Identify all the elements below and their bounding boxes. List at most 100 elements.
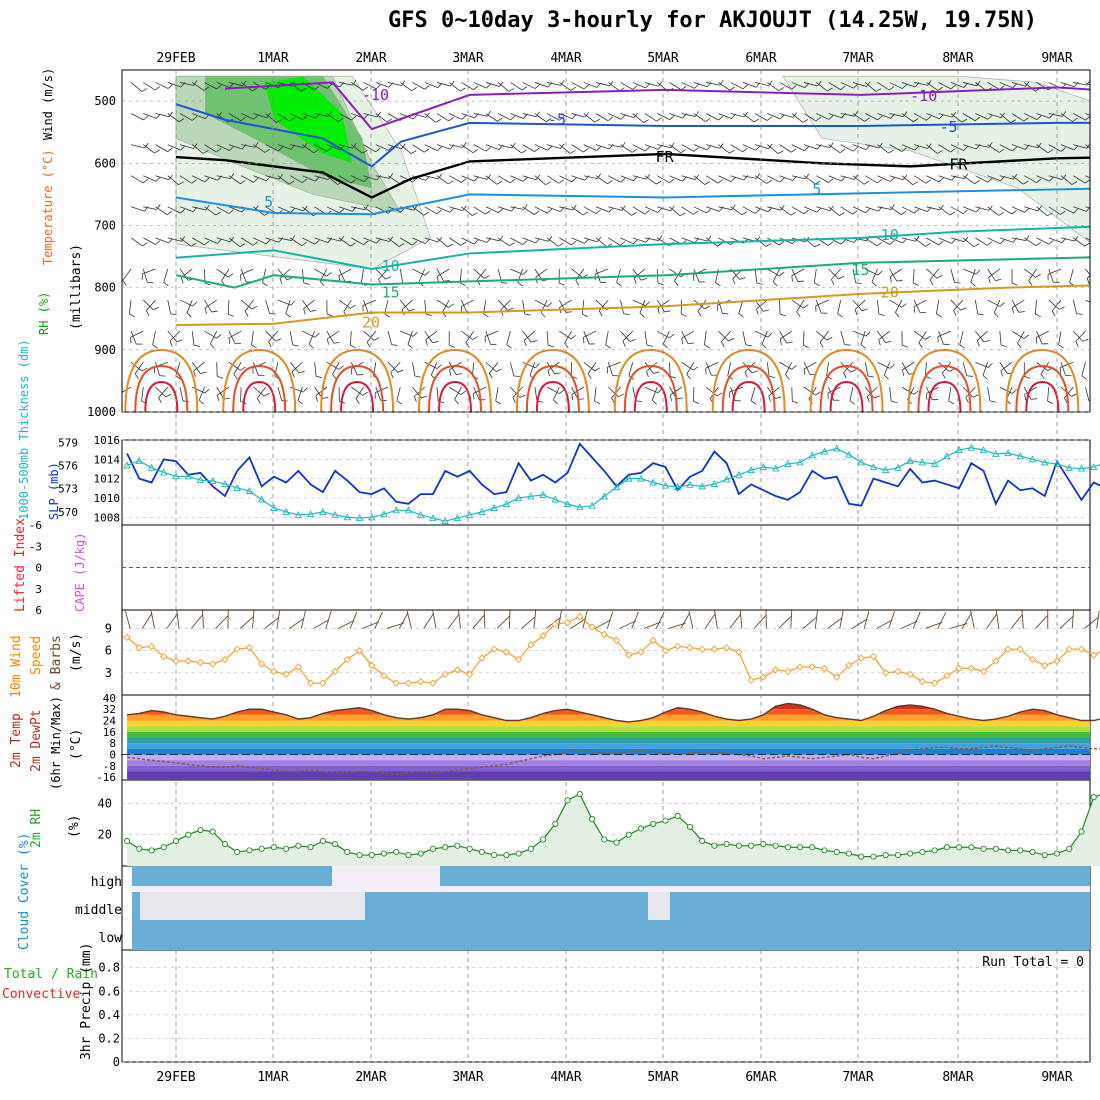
2m-rh-point	[307, 844, 314, 851]
cs-wind-barb	[143, 175, 157, 182]
isotherm-FR	[175, 152, 1090, 199]
cs-wind-barb	[987, 206, 999, 216]
cs-wind-barb-flag	[547, 208, 553, 214]
cs-wind-barb-flag	[425, 313, 432, 317]
temp-band	[127, 737, 1090, 744]
cs-wind-barb	[338, 299, 351, 309]
cs-wind-barb	[815, 299, 822, 314]
cs-wind-barb	[244, 299, 254, 312]
cs-wind-barb	[742, 175, 757, 179]
cs-wind-barb-flag	[949, 368, 955, 372]
cs-wind-barb	[1085, 206, 1090, 209]
isotherm-5	[175, 187, 1090, 216]
cs-wind-barb	[449, 206, 463, 212]
thickness-point	[257, 495, 266, 503]
2m-rh-point	[258, 845, 265, 852]
cs-wind-barb	[179, 175, 192, 184]
cs-wind-barb-flag	[914, 145, 920, 151]
thickness-point	[820, 447, 829, 455]
cs-wind-barb-flag	[154, 86, 161, 91]
cs-wind-barb	[669, 82, 682, 91]
cs-wind-barb-flag	[291, 371, 295, 378]
cs-wind-barb	[816, 82, 828, 92]
cs-wind-barb-flag	[571, 240, 577, 246]
cs-wind-barb-flag	[927, 143, 932, 149]
cs-wind-barb	[779, 113, 794, 118]
cs-wind-barb-flag	[950, 84, 956, 90]
thickness-point	[343, 513, 352, 521]
cs-wind-barb-flag	[153, 306, 159, 311]
cs-wind-barb	[1072, 299, 1078, 314]
cs-wind-barb	[622, 330, 634, 342]
cs-wind-barb-flag	[583, 148, 589, 153]
cs-wind-barb	[681, 113, 696, 117]
cs-wind-barb	[1048, 268, 1054, 283]
cs-wind-barb	[363, 237, 377, 244]
cs-wind-barb-flag	[655, 180, 662, 185]
cs-wind-barb-flag	[693, 366, 699, 371]
cs-wind-barb-flag	[191, 179, 197, 184]
thickness-point	[698, 482, 706, 490]
thickness-point	[992, 449, 1000, 457]
cs-wind-barb	[718, 144, 730, 154]
cs-wind-barb-flag	[741, 211, 748, 216]
cs-wind-barb-flag	[485, 210, 491, 215]
surface-heat-cell	[731, 380, 766, 412]
cs-wind-barb	[718, 113, 732, 119]
cs-wind-barb	[865, 206, 879, 212]
cs-wind-barb-flag	[999, 302, 1005, 307]
cs-wind-barb-flag	[432, 341, 439, 344]
temp-ylabel-b: 2m DewPt	[29, 709, 44, 772]
cs-wind-barb	[179, 144, 194, 149]
cs-wind-barb	[497, 82, 510, 92]
cs-wind-barb	[192, 113, 206, 120]
thickness-point	[478, 507, 486, 515]
cs-wind-barb	[571, 268, 583, 278]
2m-rh-point	[564, 797, 571, 804]
cs-wind-barb-flag	[669, 333, 675, 339]
cs-wind-barb	[158, 386, 169, 398]
cs-wind-barb	[448, 386, 462, 395]
cs-wind-barb-flag	[644, 146, 650, 152]
wind-barb	[1021, 610, 1024, 629]
cs-wind-barb-flag	[423, 148, 430, 153]
wind-barb	[594, 619, 611, 629]
cs-wind-barb-flag	[1035, 241, 1042, 247]
cs-wind-barb-flag	[326, 147, 332, 152]
cs-wind-barb-flag	[731, 204, 736, 210]
wind-barb	[680, 612, 691, 629]
cs-wind-barb-flag	[449, 344, 455, 348]
cs-wind-barb	[192, 206, 206, 211]
date-label-bottom: 8MAR	[942, 1070, 973, 1085]
cs-wind-barb-flag	[803, 344, 809, 348]
cs-wind-barb	[228, 237, 241, 248]
surface-heat-cell	[917, 364, 972, 412]
wind-barb	[814, 610, 818, 629]
cs-wind-barb	[1058, 331, 1062, 346]
cs-wind-barb	[1048, 113, 1063, 117]
cs-wind-barb-flag	[1040, 373, 1045, 380]
thickness-point	[722, 475, 731, 483]
cs-wind-barb	[534, 206, 548, 214]
cs-wind-barb-flag	[582, 313, 588, 318]
cs-wind-barb-flag	[937, 150, 943, 154]
cs-wind-barb-flag	[976, 340, 980, 347]
cs-wind-barb	[963, 82, 977, 87]
cs-wind-barb-flag	[508, 88, 515, 92]
cs-wind-barb	[840, 82, 854, 89]
cs-wind-barb-flag	[775, 396, 782, 399]
cs-wind-barb-flag	[738, 313, 744, 318]
cs-wind-barb	[241, 113, 255, 120]
cs-wind-barb-flag	[461, 178, 467, 183]
thickness-point	[649, 478, 657, 486]
wind-tick: 3	[105, 666, 112, 680]
cs-wind-barb	[277, 206, 291, 213]
cs-wind-barb-flag	[938, 177, 944, 183]
cs-wind-barb	[843, 361, 854, 373]
cs-wind-barb	[500, 299, 511, 311]
wind-speed-point	[882, 669, 890, 677]
cs-wind-barb-flag	[421, 395, 428, 399]
wind-speed-point	[1065, 645, 1073, 653]
cs-wind-barb	[351, 82, 364, 91]
cs-wind-barb	[430, 362, 438, 376]
